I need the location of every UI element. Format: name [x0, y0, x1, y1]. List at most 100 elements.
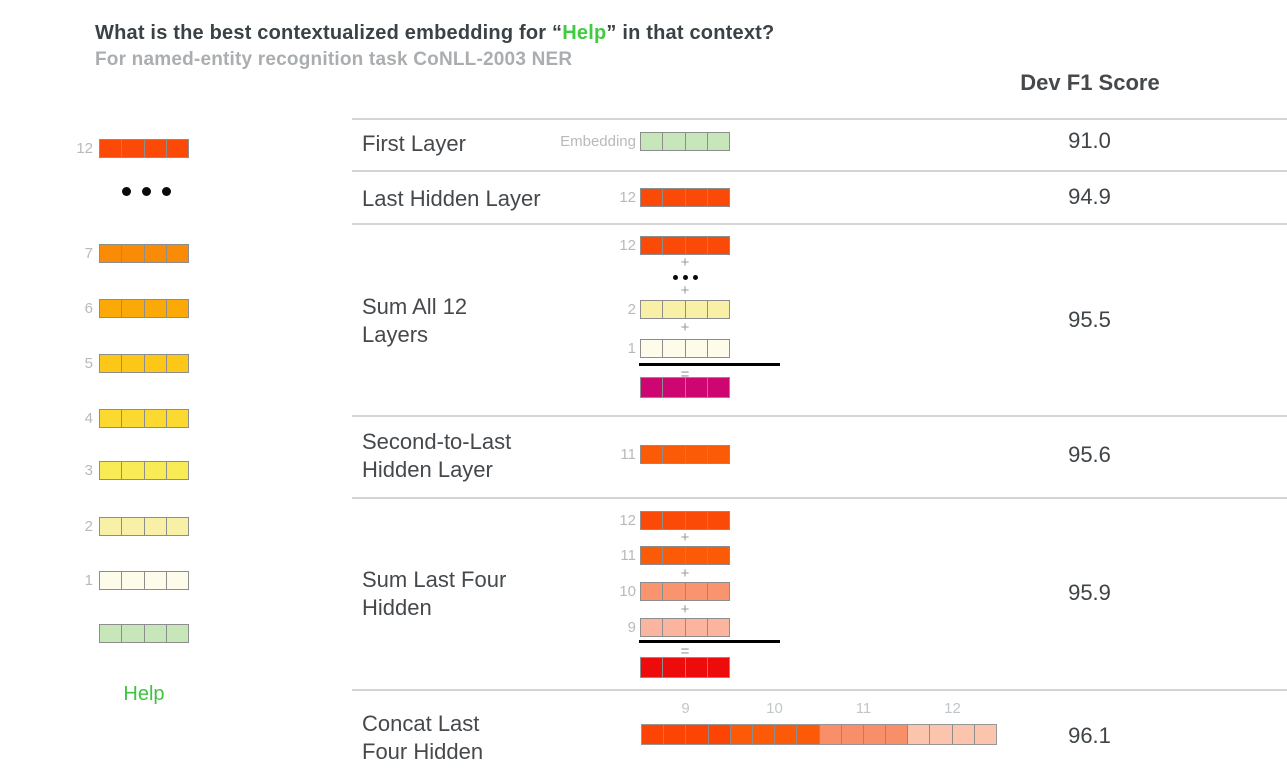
row-vector-last-hidden: 12	[540, 188, 730, 207]
sum-result-vector	[640, 657, 730, 678]
equals-operator: =	[680, 643, 690, 660]
layer-vector	[99, 139, 189, 158]
layer-vector	[99, 571, 189, 590]
vector-label: 12	[944, 700, 961, 717]
layer-number-label: 7	[84, 245, 93, 262]
vector-label: 12	[619, 512, 636, 529]
layer-vector	[99, 244, 189, 263]
concat-group	[729, 725, 819, 744]
layer-vector	[640, 300, 730, 319]
layer-vector	[640, 236, 730, 255]
sum-four-vector-12: 12	[540, 511, 730, 530]
vector-label: 11	[620, 446, 636, 463]
score-value: 95.6	[1068, 442, 1111, 467]
plus-operator: +	[680, 282, 690, 299]
plus-operator: +	[680, 319, 690, 336]
stack-embedding-layer	[60, 624, 189, 643]
row-vector-second-to-last: 11	[540, 445, 730, 464]
vector-label: 9	[681, 700, 690, 717]
plus-operator: +	[680, 565, 690, 582]
vector-label: 2	[627, 301, 636, 318]
sum-underline	[639, 640, 780, 643]
divider	[352, 170, 1287, 172]
concat-group	[642, 725, 730, 744]
row-label-sum-all: Sum All 12 Layers	[362, 294, 468, 347]
layer-vector	[99, 299, 189, 318]
stack-layer-2: 2	[60, 517, 189, 536]
title-text-suffix: ” in that context?	[606, 22, 775, 44]
vector-label: 1	[627, 340, 636, 357]
score-column-header: Dev F1 Score	[1020, 70, 1160, 95]
row-label-second-to-last: Second-to-Last Hidden Layer	[362, 429, 512, 482]
vector-label: 11	[620, 547, 636, 564]
concat-group	[818, 725, 908, 744]
divider	[352, 223, 1287, 225]
layer-number-label: 3	[84, 462, 93, 479]
stack-layer-3: 3	[60, 461, 189, 480]
vector-label: 10	[766, 700, 783, 717]
vector-label: 11	[855, 700, 872, 717]
stack-layer-6: 6	[60, 299, 189, 318]
layer-vector	[99, 461, 189, 480]
sum-all-vector-1: 1	[540, 339, 730, 358]
layer-vector	[640, 339, 730, 358]
plus-operator: +	[680, 254, 690, 271]
score-value: 91.0	[1068, 128, 1111, 153]
vector-label: 12	[619, 189, 636, 206]
sum-result-vector	[640, 377, 730, 398]
row-label-sum-last-four: Sum Last Four Hidden	[362, 567, 507, 620]
ellipsis-dots-icon	[122, 187, 171, 196]
layer-number-label: 2	[84, 518, 93, 535]
stack-layer-12: 12	[60, 139, 189, 158]
layer-number-label: 5	[84, 355, 93, 372]
stack-layer-4: 4	[60, 409, 189, 428]
layer-number-label: 12	[76, 140, 93, 157]
row-label-concat-last-four: Concat Last Four Hidden	[362, 711, 484, 764]
token-word: Help	[123, 683, 165, 705]
score-value: 95.9	[1068, 580, 1111, 605]
layer-vector	[640, 445, 730, 464]
layer-number-label: 4	[84, 410, 93, 427]
divider	[352, 118, 1287, 120]
title-text: What is the best contextualized embeddin…	[95, 22, 563, 44]
layer-number-label: 1	[84, 572, 93, 589]
sum-all-vector-12: 12	[540, 236, 730, 255]
title-highlight-word: Help	[562, 22, 607, 44]
page-subtitle: For named-entity recognition task CoNLL-…	[95, 49, 573, 70]
sum-four-vector-11: 11	[540, 546, 730, 565]
layer-number-label: 6	[84, 300, 93, 317]
sum-all-vector-2: 2	[540, 300, 730, 319]
layer-vector	[640, 132, 730, 151]
concat-group	[907, 725, 996, 744]
layer-vector	[640, 618, 730, 637]
row-label-first-layer: First Layer	[362, 131, 466, 156]
row-label-last-hidden: Last Hidden Layer	[362, 186, 541, 211]
vector-label: 12	[619, 237, 636, 254]
sum-underline	[639, 363, 780, 366]
stack-layer-5: 5	[60, 354, 189, 373]
layer-vector	[99, 517, 189, 536]
equals-operator: =	[680, 366, 690, 383]
concat-group-labels: 9 10 11 12	[641, 700, 997, 717]
concat-vector	[641, 724, 997, 745]
sum-four-vector-9: 9	[540, 618, 730, 637]
vector-label: 10	[619, 583, 636, 600]
plus-operator: +	[680, 601, 690, 618]
plus-operator: +	[680, 529, 690, 546]
layer-vector	[99, 354, 189, 373]
vector-label: 9	[627, 619, 636, 636]
layer-vector	[640, 546, 730, 565]
layer-vector	[640, 582, 730, 601]
embedding-vector	[99, 624, 189, 643]
vector-label: Embedding	[560, 133, 636, 150]
stack-layer-1: 1	[60, 571, 189, 590]
ellipsis-dots-icon	[640, 275, 730, 280]
page-title: What is the best contextualized embeddin…	[95, 22, 774, 45]
score-value: 96.1	[1068, 723, 1111, 748]
stack-layer-7: 7	[60, 244, 189, 263]
row-vector-first-layer: Embedding	[540, 132, 730, 151]
layer-vector	[640, 188, 730, 207]
divider	[352, 497, 1287, 499]
score-value: 95.5	[1068, 307, 1111, 332]
